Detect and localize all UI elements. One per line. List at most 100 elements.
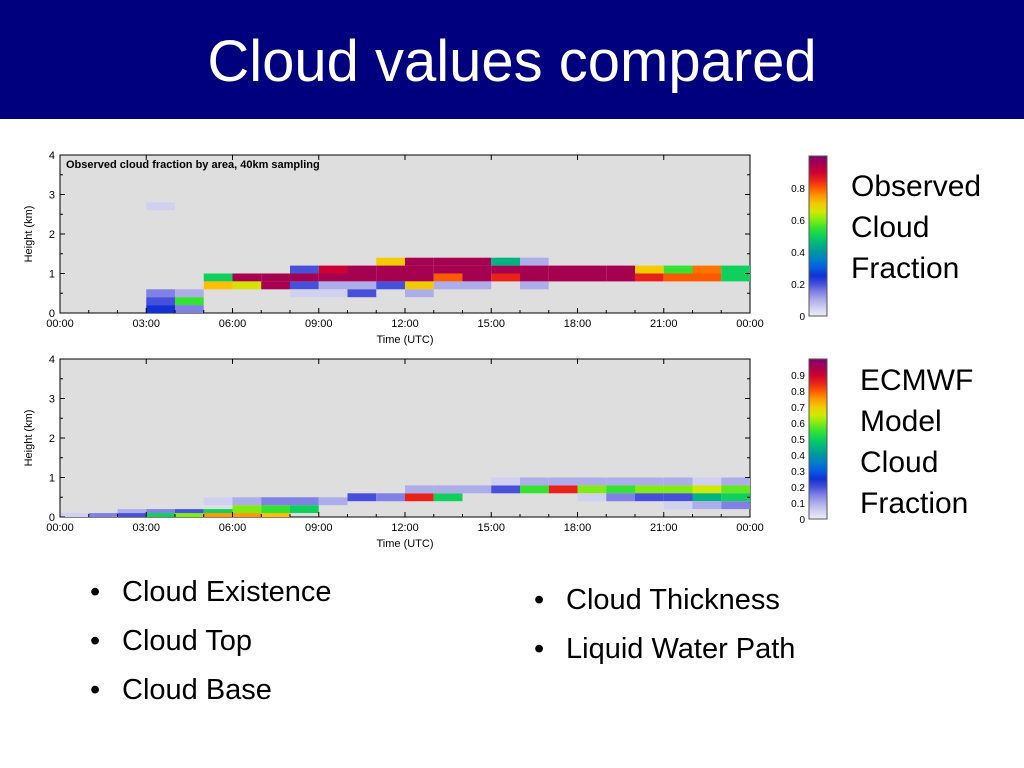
heatmap-cell xyxy=(606,265,635,274)
x-tick-label: 06:00 xyxy=(219,522,247,534)
y-tick-label: 0 xyxy=(49,512,55,524)
heatmap-cell xyxy=(635,265,664,274)
x-tick-label: 09:00 xyxy=(305,522,333,534)
x-tick-label: 21:00 xyxy=(650,522,678,534)
heatmap-cell xyxy=(290,281,319,290)
chart-title: Observed cloud fraction by area, 40km sa… xyxy=(66,159,320,171)
y-tick-label: 0 xyxy=(49,308,55,320)
heatmap-cell xyxy=(663,501,693,510)
x-tick-label: 18:00 xyxy=(564,318,592,330)
colorbar-tick-label: 0 xyxy=(799,312,805,323)
ecmwf-label-line: ECMWF xyxy=(860,364,974,397)
heatmap-cell xyxy=(405,265,434,274)
heatmap-cell xyxy=(520,485,549,494)
heatmap-cell xyxy=(663,265,693,274)
x-tick-label: 15:00 xyxy=(477,318,505,330)
heatmap-cell xyxy=(635,477,664,486)
heatmap-cell xyxy=(318,497,348,506)
heatmap-cell xyxy=(548,273,578,282)
observed-label-line: Fraction xyxy=(851,252,960,285)
heatmap-cell xyxy=(635,493,664,502)
bullet-item: Liquid Water Path xyxy=(530,629,795,678)
heatmap-cell xyxy=(290,289,319,298)
heatmap-cell xyxy=(606,273,635,282)
colorbar-tick-label: 0.6 xyxy=(791,216,805,227)
heatmap-cell xyxy=(433,257,463,266)
heatmap-cell xyxy=(318,281,348,290)
y-tick-label: 4 xyxy=(49,354,55,366)
heatmap-cell xyxy=(146,513,175,517)
heatmap-cell xyxy=(692,265,722,274)
heatmap-cell xyxy=(462,281,492,290)
heatmap-cell xyxy=(721,501,750,510)
heatmap-cell xyxy=(491,273,520,282)
heatmap-cell xyxy=(261,505,290,514)
heatmap-cell xyxy=(635,485,664,494)
x-tick-label: 03:00 xyxy=(132,522,160,534)
x-tick-label: 12:00 xyxy=(391,318,419,330)
heatmap-cell xyxy=(88,513,118,517)
heatmap-cell xyxy=(347,289,377,298)
heatmap-cell xyxy=(692,501,722,510)
heatmap-cell xyxy=(692,273,722,282)
x-tick-label: 03:00 xyxy=(132,318,160,330)
heatmap-cell xyxy=(318,265,348,274)
heatmap-cell xyxy=(232,497,262,506)
x-axis-label: Time (UTC) xyxy=(376,334,433,346)
heatmap-cell xyxy=(520,257,549,266)
heatmap-cell xyxy=(491,485,520,494)
heatmap-cell xyxy=(548,485,578,494)
heatmap-cell xyxy=(232,273,262,282)
heatmap-cell xyxy=(175,297,204,306)
x-tick-label: 18:00 xyxy=(564,522,592,534)
ecmwf-colorbar: 0 0.1 0.2 0.3 0.4 0.5 0.6 0.7 0.8 0.9 xyxy=(791,358,828,526)
heatmap-cell xyxy=(376,257,405,266)
heatmap-cell xyxy=(175,305,204,313)
x-tick-label: 15:00 xyxy=(477,522,505,534)
colorbar-tick-label: 0.3 xyxy=(791,467,805,478)
heatmap-cell xyxy=(203,513,233,517)
heatmap-cell xyxy=(232,281,262,290)
heatmap-cell xyxy=(405,273,434,282)
heatmap-cell xyxy=(376,265,405,274)
colorbar-tick-label: 0.8 xyxy=(791,184,805,195)
colorbar-gradient xyxy=(808,358,828,520)
heatmap-cell xyxy=(663,493,693,502)
heatmap-cell xyxy=(175,513,204,517)
x-tick-label: 12:00 xyxy=(391,522,419,534)
heatmap-cell xyxy=(577,273,607,282)
y-tick-label: 1 xyxy=(49,473,55,485)
bullet-item: Cloud Base xyxy=(86,670,332,719)
heatmap-cell xyxy=(548,265,578,274)
heatmap-cell xyxy=(347,265,377,274)
heatmap-cell xyxy=(520,477,549,486)
heatmap-cell xyxy=(347,273,377,282)
heatmap-cell xyxy=(433,265,463,274)
heatmap-cell xyxy=(347,493,377,502)
x-axis-label: Time (UTC) xyxy=(376,538,433,550)
heatmap-cell xyxy=(203,497,233,506)
heatmap-cell xyxy=(203,509,233,514)
heatmap-cell xyxy=(520,281,549,290)
y-tick-label: 3 xyxy=(49,190,55,202)
heatmap-cell xyxy=(175,289,204,298)
observed-label-line: Cloud xyxy=(851,211,930,244)
y-tick-label: 2 xyxy=(49,433,55,445)
heatmap-cell xyxy=(692,485,722,494)
heatmap-cell xyxy=(577,485,607,494)
bullet-item: Cloud Existence xyxy=(86,572,332,621)
heatmap-cell xyxy=(663,485,693,494)
heatmap-cell xyxy=(405,493,434,502)
heatmap-cell xyxy=(376,281,405,290)
heatmap-cell xyxy=(290,497,319,506)
x-tick-label: 06:00 xyxy=(219,318,247,330)
heatmap-cell xyxy=(721,273,750,282)
colorbar-tick-label: 0.4 xyxy=(791,451,805,462)
heatmap-cell xyxy=(606,485,635,494)
heatmap-cell xyxy=(376,493,405,502)
heatmap-cell xyxy=(146,509,175,514)
heatmap-cell xyxy=(117,513,147,517)
observed-colorbar: 0 0.2 0.4 0.6 0.8 xyxy=(791,155,828,323)
heatmap-cell xyxy=(520,273,549,282)
heatmap-cell xyxy=(721,265,750,274)
